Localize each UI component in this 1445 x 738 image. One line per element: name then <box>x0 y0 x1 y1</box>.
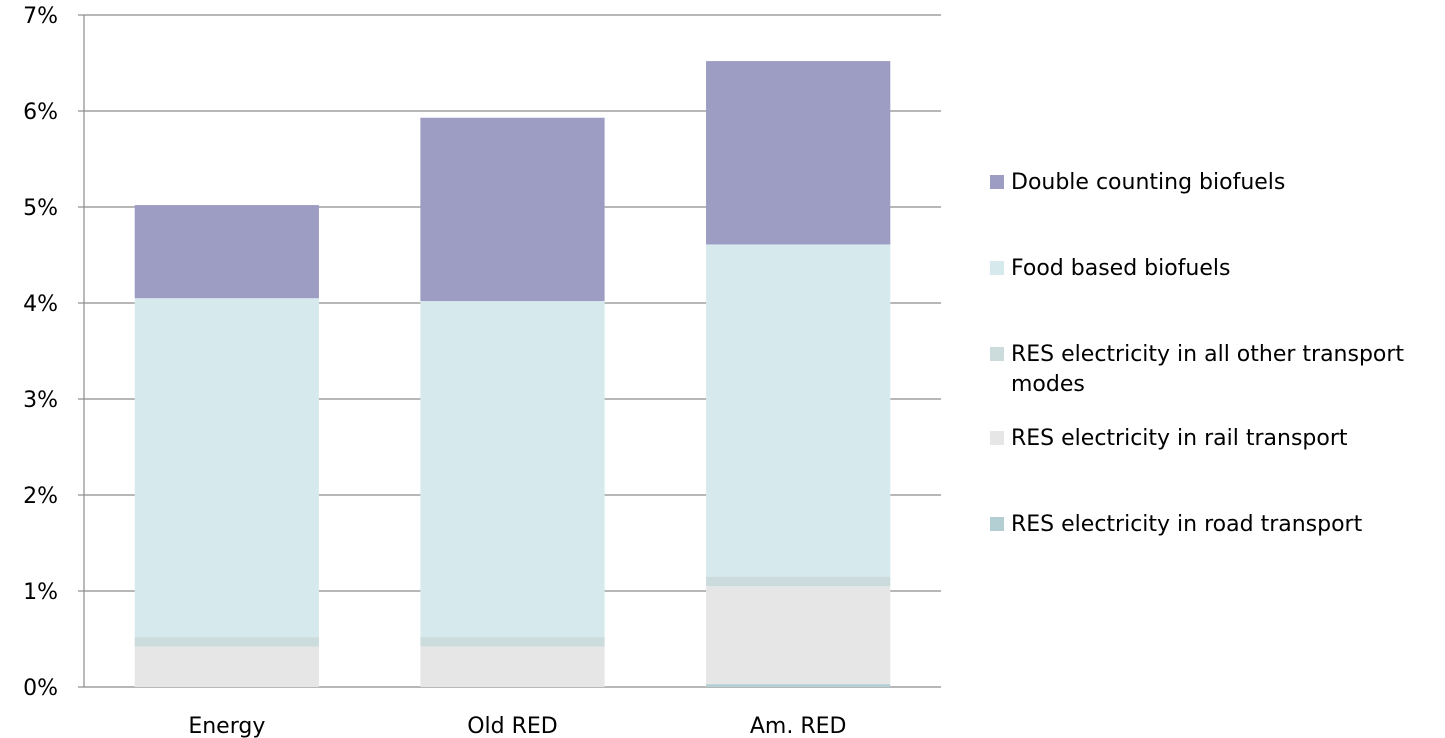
legend-swatch <box>990 175 1004 189</box>
bar-segment-1-1 <box>420 646 605 687</box>
bars <box>134 61 891 687</box>
bar-segment-0-1 <box>134 646 319 687</box>
y-tick-label: 5% <box>23 196 58 221</box>
y-tick-label: 2% <box>23 484 58 509</box>
bar-segment-2-2 <box>706 576 891 587</box>
x-tick-label: Am. RED <box>750 714 847 738</box>
bar-segment-1-3 <box>420 301 605 638</box>
bar-segment-2-4 <box>706 61 891 245</box>
x-tick-label: Energy <box>188 714 265 738</box>
legend-swatch <box>990 431 1004 445</box>
legend-item: Double counting biofuels <box>990 168 1431 198</box>
y-tick-label: 6% <box>23 100 58 125</box>
bar-segment-0-3 <box>134 298 319 638</box>
legend-item: RES electricity in rail transport <box>990 424 1431 454</box>
legend-swatch <box>990 517 1004 531</box>
legend-item: RES electricity in all other transport m… <box>990 340 1431 400</box>
x-tick-label: Old RED <box>467 714 558 738</box>
legend-item: Food based biofuels <box>990 254 1431 284</box>
legend-item: RES electricity in road transport <box>990 510 1431 540</box>
y-tick-label: 3% <box>23 388 58 413</box>
y-tick-label: 1% <box>23 580 58 605</box>
legend-label: RES electricity in all other transport m… <box>1011 342 1405 397</box>
bar-segment-1-2 <box>420 637 605 647</box>
legend-swatch <box>990 347 1004 361</box>
legend-label: Food based biofuels <box>1011 256 1231 281</box>
bar-segment-0-2 <box>134 637 319 647</box>
axes: 0% 1% 2% 3% 4% 5% 6% 7% Energy Old RED Am. RED <box>23 4 846 738</box>
legend-label: Double counting biofuels <box>1011 170 1286 195</box>
y-tick-label: 4% <box>23 292 58 317</box>
legend-swatch <box>990 261 1004 275</box>
bar-segment-2-3 <box>706 244 891 577</box>
y-tick-label: 0% <box>23 676 58 701</box>
bar-segment-2-1 <box>706 586 891 685</box>
bar-segment-2-0 <box>706 684 891 687</box>
bar-segment-0-4 <box>134 205 319 299</box>
bar-segment-1-4 <box>420 117 605 302</box>
legend-label: RES electricity in road transport <box>1011 512 1363 537</box>
y-tick-label: 7% <box>23 4 58 29</box>
legend-label: RES electricity in rail transport <box>1011 426 1348 451</box>
